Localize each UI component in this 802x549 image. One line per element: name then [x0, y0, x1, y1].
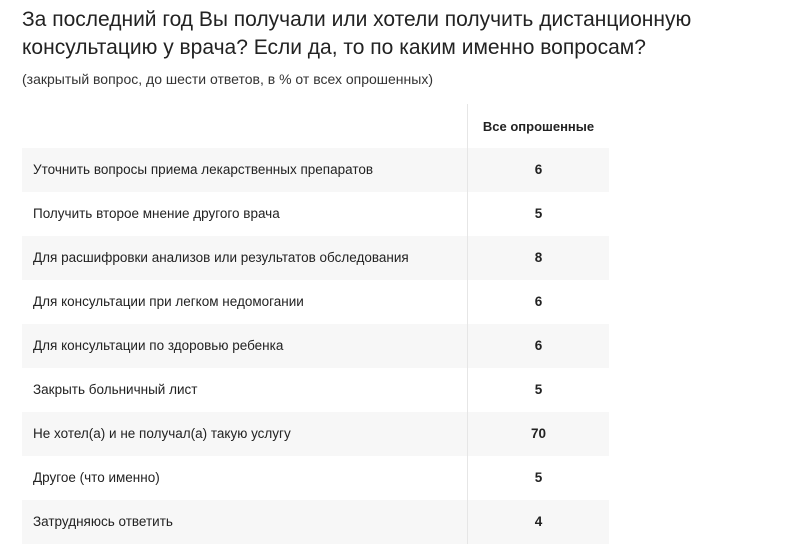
row-label: Для консультации при легком недомогании	[33, 294, 304, 309]
row-value: 4	[534, 514, 543, 529]
column-header: Все опрошенные	[482, 119, 595, 134]
table-row: Получить второе мнение другого врача 5	[22, 192, 609, 236]
page-title: За последний год Вы получали или хотели …	[22, 8, 692, 59]
table-row: Для консультации при легком недомогании 6	[22, 280, 609, 324]
results-table: Все опрошенные Уточнить вопросы приема л…	[22, 104, 609, 544]
table-row: Уточнить вопросы приема лекарственных пр…	[22, 148, 609, 192]
subtitle: (закрытый вопрос, до шести ответов, в % …	[22, 71, 433, 87]
row-label: Другое (что именно)	[33, 470, 160, 485]
row-value: 8	[534, 250, 543, 265]
table-row: Другое (что именно) 5	[22, 456, 609, 500]
row-value: 70	[530, 426, 547, 441]
table-header: Все опрошенные	[22, 104, 609, 148]
row-label: Для консультации по здоровью ребенка	[33, 338, 284, 353]
table-row: Для консультации по здоровью ребенка 6	[22, 324, 609, 368]
row-label: Для расшифровки анализов или результатов…	[33, 250, 409, 265]
table-row: Не хотел(а) и не получал(а) такую услугу…	[22, 412, 609, 456]
row-label: Закрыть больничный лист	[33, 382, 198, 397]
table-row: Затрудняюсь ответить 4	[22, 500, 609, 544]
table-body: Уточнить вопросы приема лекарственных пр…	[22, 148, 609, 544]
row-value: 6	[534, 294, 543, 309]
table-row: Закрыть больничный лист 5	[22, 368, 609, 412]
table-row: Для расшифровки анализов или результатов…	[22, 236, 609, 280]
row-value: 6	[534, 338, 543, 353]
row-value: 5	[534, 382, 543, 397]
row-label: Уточнить вопросы приема лекарственных пр…	[33, 162, 374, 177]
column-divider	[467, 104, 468, 544]
row-value: 5	[534, 470, 543, 485]
row-label: Затрудняюсь ответить	[33, 514, 173, 529]
row-value: 6	[534, 162, 543, 177]
row-label: Получить второе мнение другого врача	[33, 206, 280, 221]
row-label: Не хотел(а) и не получал(а) такую услугу	[33, 426, 291, 441]
row-value: 5	[534, 206, 543, 221]
